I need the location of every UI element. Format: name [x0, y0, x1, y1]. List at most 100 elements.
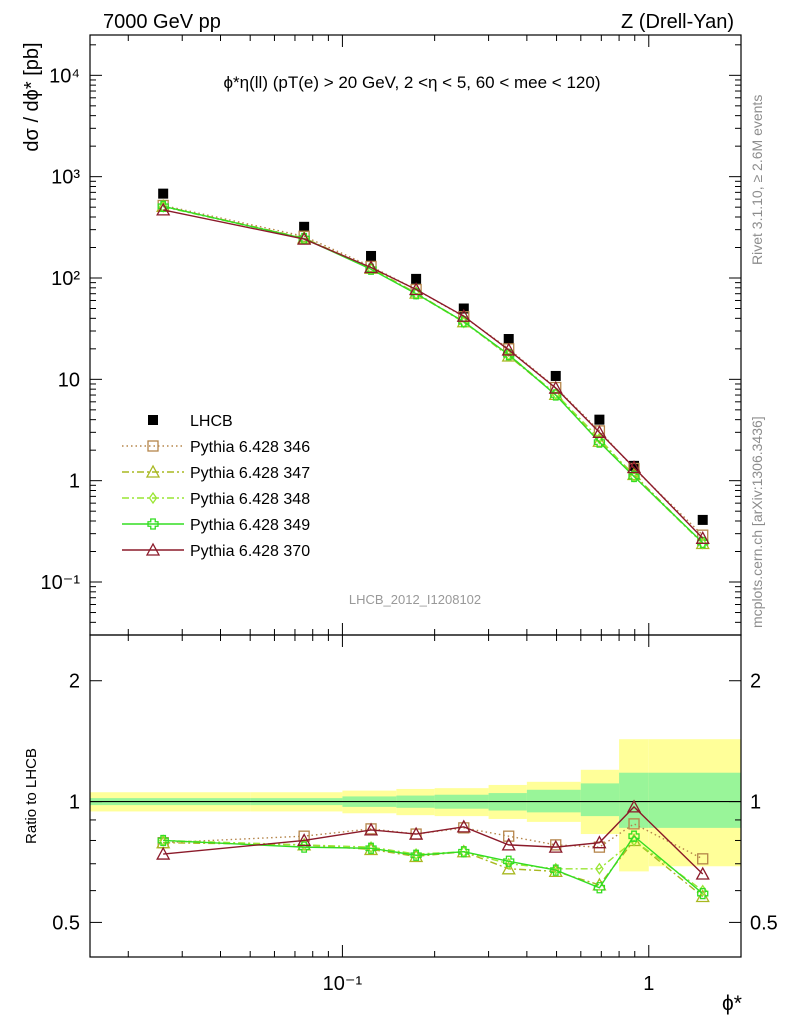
ratio-series-group — [156, 799, 710, 903]
ratio-y-tick-label: 2 — [69, 671, 80, 693]
data-point — [628, 830, 640, 842]
y-tick-label: 10 — [58, 369, 80, 391]
data-point — [297, 833, 312, 847]
data-point — [363, 260, 379, 274]
ratio-y-tick-label: 1 — [69, 792, 80, 814]
data-point — [156, 202, 171, 216]
inner-band-segment — [648, 772, 741, 828]
axis-ticks: 10⁻¹ 1 10⁻¹ 1 10 10² 10³ 10⁴ 0.5 0.5 1 1 2 2 — [41, 35, 778, 995]
data-point — [697, 514, 708, 525]
data-point — [697, 529, 709, 541]
series-line — [163, 204, 704, 536]
data-point — [628, 470, 640, 483]
mcplots-label: mcplots.cern.ch [arXiv:1306.3436] — [749, 416, 765, 628]
data-point — [501, 861, 516, 875]
ratio-panel-frame — [89, 634, 742, 958]
data-point — [157, 200, 169, 212]
main-panel-frame — [89, 34, 742, 636]
legend-label: Pythia 6.428 348 — [190, 491, 310, 508]
data-point — [698, 537, 708, 550]
data-point — [297, 231, 312, 245]
data-point — [503, 334, 514, 345]
data-point — [365, 842, 377, 854]
x-axis-label: ϕ* — [722, 992, 742, 1015]
data-point — [156, 846, 171, 860]
data-point — [409, 282, 424, 296]
data-point — [592, 835, 607, 849]
data-point — [550, 370, 561, 381]
data-point — [501, 342, 516, 356]
main-y-axis-label: dσ / dϕ* [pb] — [21, 42, 43, 151]
inner-band-segment — [580, 783, 620, 817]
legend-label: Pythia 6.428 346 — [190, 439, 310, 456]
data-point — [410, 849, 422, 861]
ratio-series-line — [163, 823, 704, 860]
data-point — [366, 250, 377, 261]
data-point — [594, 414, 605, 425]
data-point — [409, 826, 424, 840]
y-tick-label: 10⁴ — [49, 65, 80, 87]
data-point — [409, 849, 424, 863]
data-point — [626, 460, 642, 474]
y-tick-label: 10² — [51, 268, 80, 290]
data-point — [363, 822, 379, 836]
legend-label: Pythia 6.428 349 — [190, 517, 310, 534]
legend-label: LHCB — [190, 413, 233, 430]
data-point — [548, 380, 563, 394]
data-point — [411, 273, 422, 284]
data-point — [628, 462, 640, 475]
header-right: Z (Drell-Yan) — [621, 11, 734, 33]
ratio-y-tick-label-right: 1 — [750, 792, 761, 814]
data-point — [503, 855, 515, 867]
data-point — [592, 433, 607, 447]
data-point — [501, 837, 516, 851]
plot-annotation: ϕ*η(ll) (pT(e) > 20 GeV, 2 <η < 5, 60 < … — [224, 73, 601, 92]
data-point — [592, 424, 607, 438]
y-tick-label: 10³ — [51, 167, 80, 189]
x-tick-label: 1 — [643, 973, 654, 995]
ratio-y-tick-label: 0.5 — [52, 912, 80, 934]
data-point — [458, 846, 470, 858]
ratio-y-tick-label-right: 2 — [750, 671, 761, 693]
data-point — [550, 864, 562, 876]
data-point — [147, 518, 159, 530]
data-point — [158, 188, 169, 199]
data-point — [695, 530, 710, 544]
data-point — [147, 440, 159, 452]
data-point — [456, 308, 471, 322]
data-point — [145, 542, 161, 556]
data-point — [365, 263, 377, 275]
series-line — [163, 209, 704, 539]
data-point — [503, 830, 515, 842]
data-point — [458, 303, 469, 314]
ratio-y-axis-label: Ratio to LHCB — [23, 748, 40, 844]
data-point — [626, 799, 642, 813]
ratio-series-line — [163, 839, 704, 892]
data-point — [595, 862, 604, 875]
legend-label: Pythia 6.428 370 — [190, 543, 310, 560]
header-left: 7000 GeV pp — [103, 11, 221, 33]
data-point — [629, 460, 640, 471]
analysis-id: LHCB_2012_I1208102 — [349, 592, 481, 607]
data-point — [697, 853, 709, 865]
data-point — [593, 882, 606, 894]
data-point — [548, 839, 563, 853]
data-point — [148, 415, 158, 425]
legend-label: Pythia 6.428 347 — [190, 465, 310, 482]
data-point — [299, 221, 310, 232]
data-point — [695, 866, 710, 880]
x-tick-label: 10⁻¹ — [323, 973, 363, 995]
y-tick-label: 10⁻¹ — [41, 572, 81, 594]
legend: LHCB Pythia 6.428 346 Pythia 6.428 347 Pyth… — [122, 413, 310, 560]
ratio-series-line — [163, 805, 704, 875]
data-point — [593, 436, 606, 448]
rivet-label: Rivet 3.1.10, ≥ 2.6M events — [749, 95, 765, 265]
y-tick-label: 1 — [69, 471, 80, 493]
ratio-y-tick-label-right: 0.5 — [750, 912, 778, 934]
data-point — [456, 819, 471, 833]
ratio-series-line — [163, 835, 704, 895]
main-series-group — [156, 188, 710, 550]
data-point — [145, 464, 161, 478]
data-point — [157, 834, 169, 847]
